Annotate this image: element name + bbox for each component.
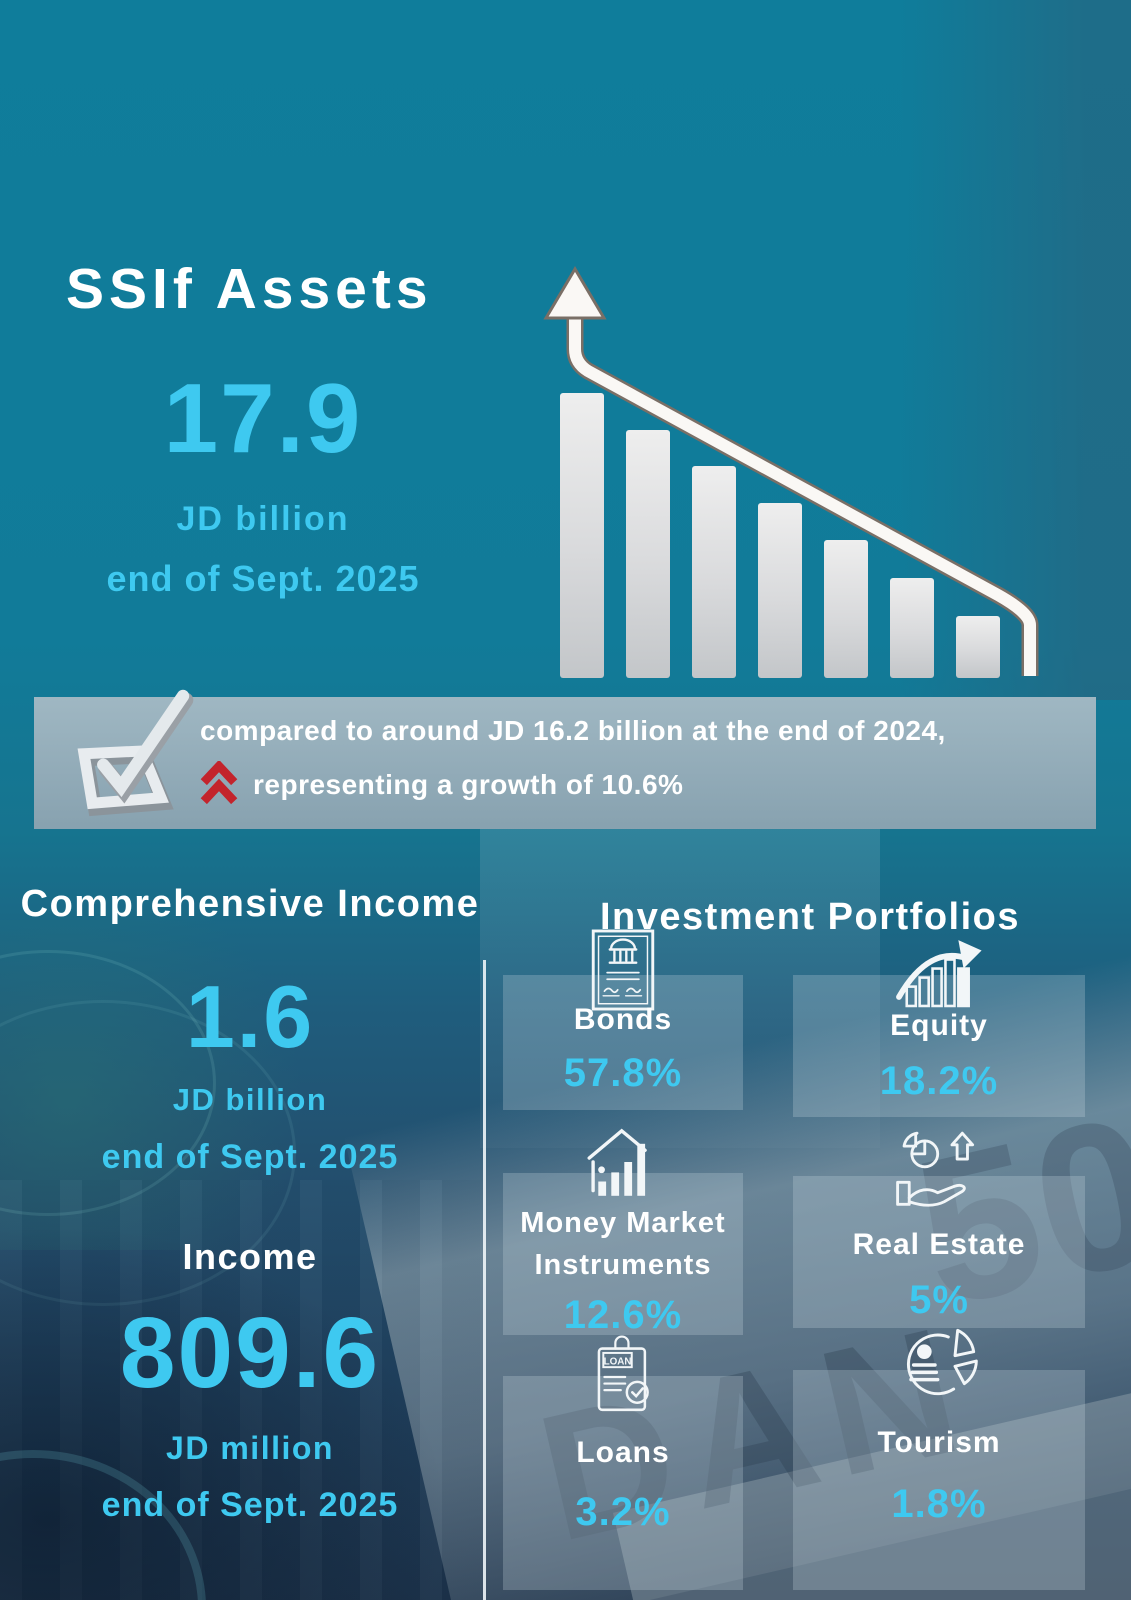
portfolio-value: 3.2% xyxy=(575,1490,671,1534)
tourism-pie-icon xyxy=(895,1322,983,1408)
column-divider xyxy=(483,960,486,1600)
chart-bar xyxy=(890,578,934,678)
comparison-note: compared to around JD 16.2 billion at th… xyxy=(34,689,1096,829)
income-period: end of Sept. 2025 xyxy=(101,1486,399,1524)
growth-arrow-head xyxy=(543,266,607,320)
background-right-tint xyxy=(900,0,1131,700)
portfolio-card-loans: LOAN Loans 3.2% xyxy=(503,1335,743,1590)
portfolio-value: 57.8% xyxy=(563,1051,683,1095)
portfolio-value: 1.8% xyxy=(891,1482,987,1526)
comprehensive-income-unit: JD billion xyxy=(172,1082,328,1117)
bond-certificate-icon xyxy=(591,929,655,1011)
portfolio-label: Equity xyxy=(890,1009,988,1042)
income-unit: JD million xyxy=(166,1430,334,1466)
investment-portfolios-heading: Investment Portfolios xyxy=(600,896,1020,938)
portfolio-label: Tourism xyxy=(877,1426,1001,1459)
portfolio-value: 18.2% xyxy=(879,1059,999,1103)
portfolio-value: 12.6% xyxy=(563,1293,683,1337)
growth-arrows-icon xyxy=(200,761,238,805)
assets-bar-chart xyxy=(543,266,1039,678)
comprehensive-income-period: end of Sept. 2025 xyxy=(101,1138,399,1176)
income-value: 809.6 xyxy=(119,1297,381,1409)
loan-clipboard-icon: LOAN xyxy=(588,1334,658,1420)
portfolio-label: Loans xyxy=(576,1436,670,1469)
portfolio-value: 5% xyxy=(909,1278,969,1322)
income-heading: Income xyxy=(182,1236,318,1277)
portfolio-label: Real Estate xyxy=(852,1228,1026,1261)
chart-bar xyxy=(560,393,604,678)
equity-growth-icon xyxy=(896,935,982,1015)
chart-bars xyxy=(560,393,1000,678)
comprehensive-income-value: 1.6 xyxy=(185,967,315,1066)
portfolio-card-money-market: Money Market Instruments 12.6% xyxy=(503,1128,743,1337)
comprehensive-income-heading: Comprehensive Income xyxy=(20,883,480,925)
checkbox-check-icon xyxy=(77,689,194,817)
page-title: SSIf Assets xyxy=(66,257,433,321)
comparison-line1: compared to around JD 16.2 billion at th… xyxy=(200,715,946,746)
chart-bar xyxy=(758,503,802,678)
portfolio-label: Bonds xyxy=(573,1003,673,1036)
real-estate-icon xyxy=(895,1130,983,1214)
assets-period: end of Sept. 2025 xyxy=(106,558,420,599)
assets-unit: JD billion xyxy=(176,500,350,538)
chart-bar xyxy=(626,430,670,678)
chart-bar xyxy=(956,616,1000,678)
chart-bar xyxy=(692,466,736,678)
portfolio-label-line2: Instruments xyxy=(534,1249,712,1281)
assets-value: 17.9 xyxy=(163,363,363,473)
portfolio-card-bonds: Bonds 57.8% xyxy=(503,929,743,1110)
comparison-line2: representing a growth of 10.6% xyxy=(253,769,684,800)
chart-bar xyxy=(824,540,868,678)
portfolio-card-equity: Equity 18.2% xyxy=(793,940,1085,1117)
comparison-text: compared to around JD 16.2 billion at th… xyxy=(200,715,946,809)
portfolio-card-real-estate: Real Estate 5% xyxy=(793,1131,1085,1328)
portfolio-card-tourism: Tourism 1.8% xyxy=(793,1328,1085,1590)
money-market-icon xyxy=(581,1123,665,1201)
loan-icon-text: LOAN xyxy=(604,1356,632,1367)
growth-arrow-ribbon xyxy=(569,313,1036,676)
portfolio-label-line1: Money Market xyxy=(520,1207,726,1239)
